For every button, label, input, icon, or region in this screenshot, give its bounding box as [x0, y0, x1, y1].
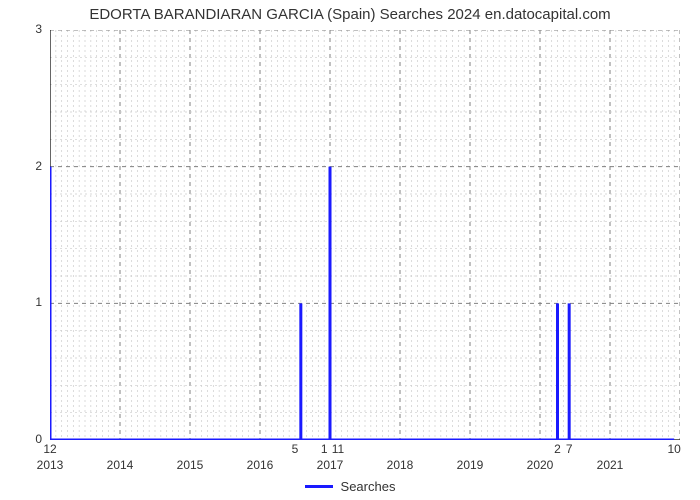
- y-tick-label: 1: [35, 295, 42, 309]
- chart-legend: Searches: [0, 479, 700, 494]
- x-minor-label: 2: [554, 442, 561, 456]
- y-tick-label: 2: [35, 159, 42, 173]
- x-minor-label: 1: [321, 442, 328, 456]
- x-tick-label: 2014: [107, 458, 134, 472]
- x-tick-label: 2013: [37, 458, 64, 472]
- x-tick-label: 2020: [527, 458, 554, 472]
- legend-swatch: [305, 485, 333, 488]
- x-tick-label: 2019: [457, 458, 484, 472]
- y-tick-label: 0: [35, 432, 42, 446]
- y-tick-label: 3: [35, 22, 42, 36]
- x-tick-label: 2015: [177, 458, 204, 472]
- x-minor-label: 12: [43, 442, 56, 456]
- x-tick-label: 2021: [597, 458, 624, 472]
- chart-plot: [50, 30, 680, 440]
- x-minor-label: 11: [332, 442, 344, 456]
- x-minor-label: 5: [292, 442, 299, 456]
- chart-title: EDORTA BARANDIARAN GARCIA (Spain) Search…: [0, 6, 700, 23]
- x-tick-label: 2018: [387, 458, 414, 472]
- chart-container: EDORTA BARANDIARAN GARCIA (Spain) Search…: [0, 0, 700, 500]
- legend-label: Searches: [341, 479, 396, 494]
- x-tick-label: 2016: [247, 458, 274, 472]
- x-minor-label: 10: [667, 442, 680, 456]
- x-minor-label: 7: [566, 442, 573, 456]
- x-tick-label: 2017: [317, 458, 344, 472]
